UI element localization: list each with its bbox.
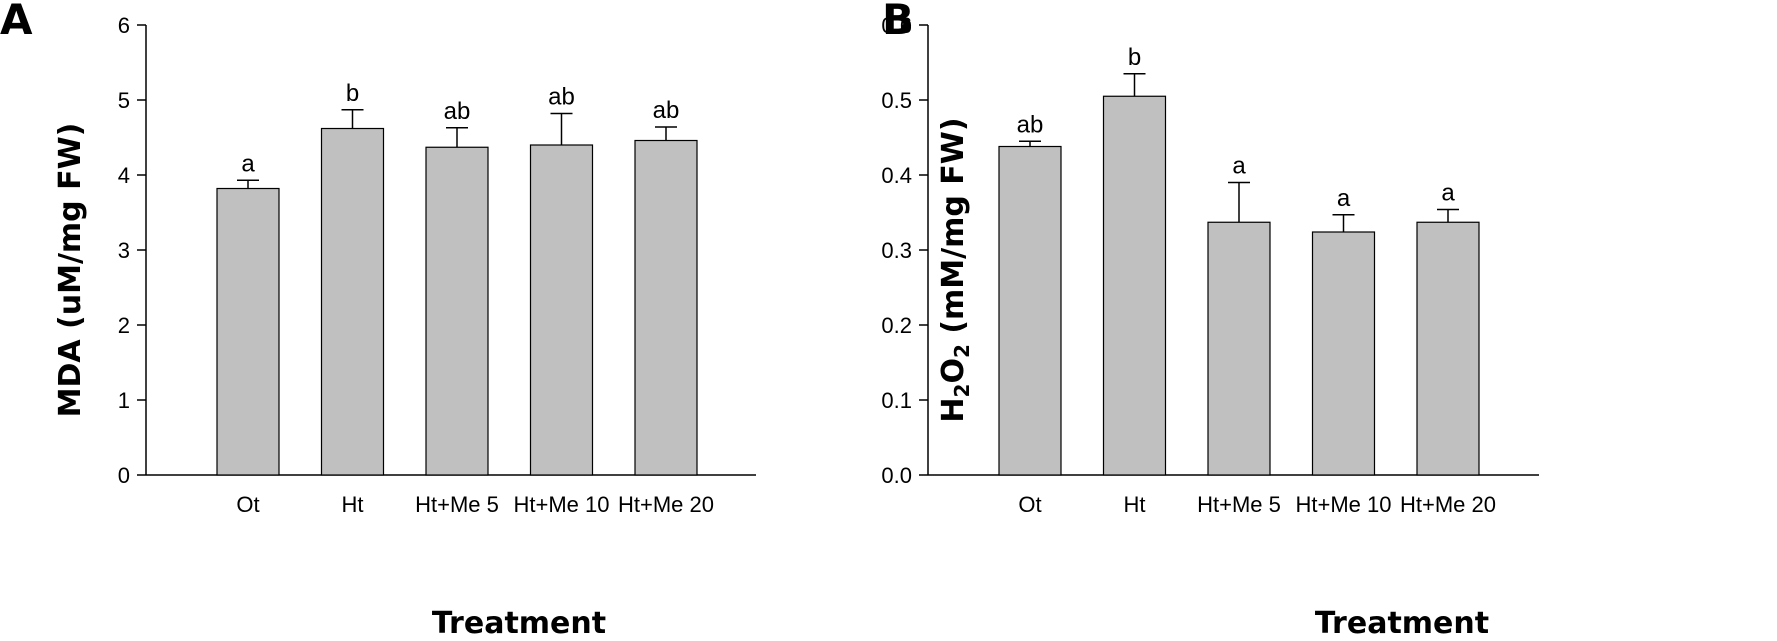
- panel-a-y-axis-title: MDA (uM/mg FW): [53, 123, 88, 418]
- panel-a: A MDA (uM/mg FW) Treatment 0 1 2 3 4 5 6 a Ot b Ht…: [0, 0, 756, 641]
- panel-a-bar: [529, 144, 594, 476]
- panel-a-bar: [216, 187, 280, 476]
- panel-b-ylabel-o: O: [936, 358, 971, 384]
- panel-a-y-tick-label: 6: [118, 13, 130, 38]
- panel-b-category-label: Ht: [1124, 492, 1146, 517]
- panel-b-category-label: Ht+Me 10: [1296, 492, 1392, 517]
- panel-b-significance-label: b: [1128, 44, 1141, 71]
- panel-b-bar: [1207, 221, 1271, 476]
- panel-b-y-tick-label: 0.5: [881, 88, 912, 113]
- panel-a-significance-label: a: [241, 150, 255, 177]
- panel-a-significance-label: b: [346, 80, 359, 107]
- panel-b-bar: [998, 145, 1062, 476]
- panel-a-category-label: Ot: [236, 492, 259, 517]
- panel-b-bar: [1311, 231, 1376, 476]
- panel-b-y-tick-label: 0.1: [881, 388, 912, 413]
- panel-a-category-label: Ht+Me 10: [514, 492, 610, 517]
- panel-b-bar: [1416, 221, 1480, 476]
- panel-b-letter: B: [882, 0, 914, 44]
- panel-b: B H2O2 (mM/mg FW) Treatment 0.00.10.20.3…: [881, 0, 1539, 641]
- panel-b-significance-label: a: [1441, 180, 1455, 207]
- panel-b-significance-label: a: [1337, 185, 1351, 212]
- panel-a-x-axis-title: Treatment: [432, 606, 606, 641]
- panel-b-bar: [1102, 95, 1167, 476]
- panel-a-category-label: Ht+Me 20: [618, 492, 714, 517]
- panel-b-ylabel-rest: (mM/mg FW): [936, 117, 971, 344]
- panel-b-ylabel-h: H: [936, 397, 971, 422]
- panel-a-letter: A: [0, 0, 33, 44]
- panel-a-bar: [320, 127, 385, 476]
- panel-a-y-tick-label: 4: [118, 163, 130, 188]
- panel-a-significance-label: ab: [444, 98, 471, 125]
- panel-a-category-label: Ht: [342, 492, 364, 517]
- panel-b-y-tick-label: 0.0: [881, 463, 912, 488]
- panel-a-y-tick-label: 1: [118, 388, 130, 413]
- panel-a-y-tick-label: 5: [118, 88, 130, 113]
- panel-a-plot-area: 0 1 2 3 4 5 6 a Ot b Ht ab Ht+Me 5 ab Ht+Me 10 ab Ht+Me …: [118, 13, 756, 517]
- panel-b-y-axis-title: H2O2 (mM/mg FW): [936, 117, 974, 422]
- panel-a-y-tick-label: 3: [118, 238, 130, 263]
- panel-b-ylabel-sub1: 2: [950, 384, 974, 398]
- panel-a-significance-label: ab: [653, 97, 680, 124]
- panel-a-y-tick-label: 0: [118, 463, 130, 488]
- panel-a-significance-label: ab: [548, 84, 575, 111]
- panel-b-category-label: Ot: [1018, 492, 1041, 517]
- panel-b-category-label: Ht+Me 5: [1197, 492, 1281, 517]
- panel-b-x-axis-title: Treatment: [1315, 606, 1489, 641]
- panel-a-bar: [634, 139, 698, 476]
- panel-a-y-tick-label: 2: [118, 313, 130, 338]
- panel-a-bar: [425, 146, 489, 476]
- panel-b-y-tick-label: 0.3: [881, 238, 912, 263]
- panel-a-category-label: Ht+Me 5: [415, 492, 499, 517]
- panel-b-y-tick-label: 0.2: [881, 313, 912, 338]
- panel-b-plot-area: 0.0 0.1 0.2 0.3 0.4 0.5 0.6 ab Ot b Ht a Ht+Me 5 a Ht+…: [881, 13, 1539, 517]
- panel-b-category-label: Ht+Me 20: [1400, 492, 1496, 517]
- panel-b-ylabel-sub2: 2: [950, 344, 974, 358]
- panel-b-y-tick-label: 0.4: [881, 163, 912, 188]
- panel-b-significance-label: a: [1232, 153, 1246, 180]
- panel-b-y-tick-label: 0.6: [881, 13, 912, 38]
- panel-b-significance-label: ab: [1017, 111, 1044, 138]
